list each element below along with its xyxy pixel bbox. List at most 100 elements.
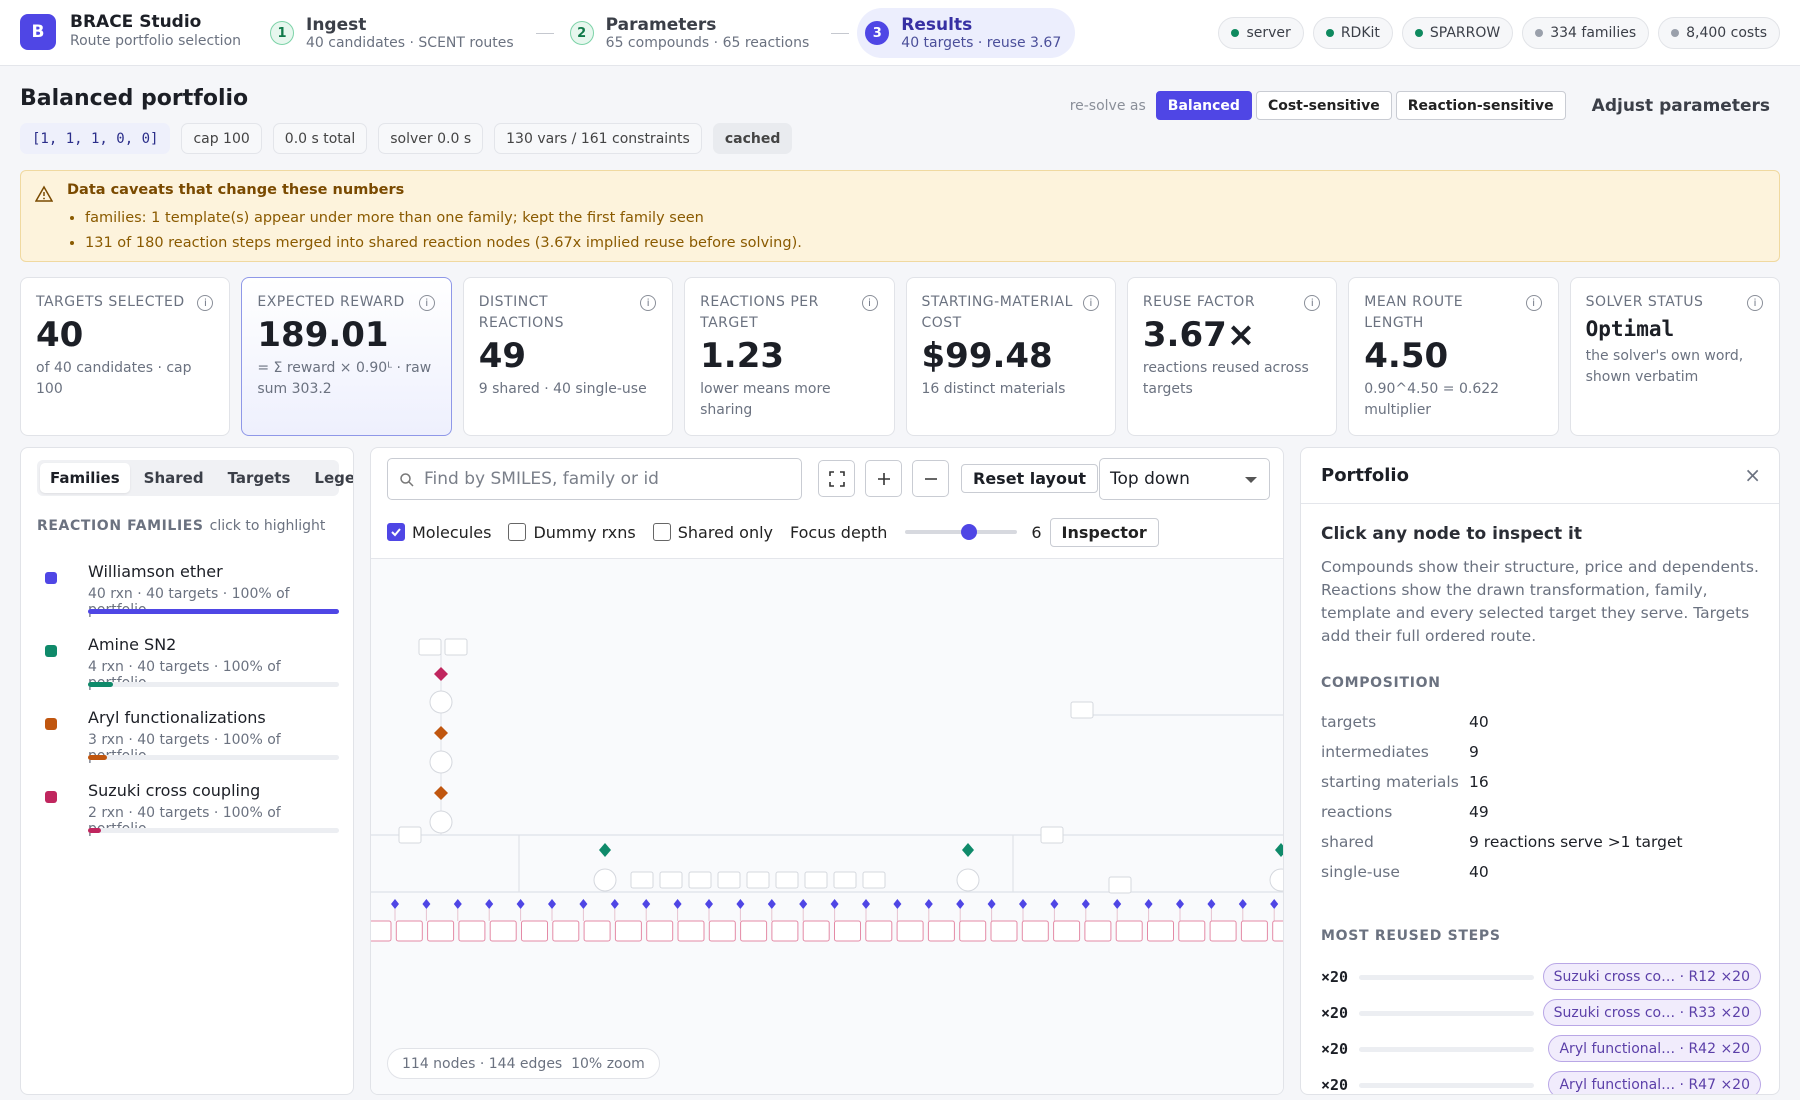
reaction-node — [1275, 843, 1283, 857]
step-title: Ingest — [306, 15, 367, 35]
family-bar — [88, 682, 114, 687]
step[interactable]: 2 Parameters 65 compounds · 65 reactions — [562, 8, 824, 58]
metric-label: STARTING-MATERIAL COST — [921, 294, 1073, 331]
depth-slider[interactable] — [905, 524, 1018, 540]
filter-label: Shared only — [677, 522, 773, 542]
layout-select[interactable]: Top down — [1099, 458, 1270, 500]
zoom-out-button[interactable] — [912, 460, 949, 497]
reused-step[interactable]: ×20 Aryl functional… · R42 ×20 — [1321, 1035, 1761, 1063]
mode-button[interactable]: Reaction-sensitive — [1395, 91, 1566, 120]
reused-step[interactable]: ×20 Suzuki cross co… · R12 ×20 — [1321, 963, 1761, 991]
target-node — [1209, 920, 1237, 942]
molecule-node — [688, 871, 712, 889]
composition-value: 40 — [1469, 713, 1489, 731]
status-chip: 334 families — [1522, 17, 1650, 49]
search-box[interactable]: Find by SMILES, family or id — [387, 458, 802, 500]
adjust-button[interactable]: Adjust parameters — [1591, 95, 1770, 116]
molecule-node — [398, 826, 422, 844]
metric-note: the solver's own word, shown verbatim — [1585, 348, 1744, 385]
metric-card: SOLVER STATUS i Optimal the solver's own wo… — [1569, 277, 1780, 436]
caveat-list: families: 1 template(s) appear under mor… — [67, 206, 802, 256]
molecule-node — [1269, 868, 1283, 892]
metric-card: REACTIONS PER TARGET i 1.23 lower means mor… — [684, 277, 895, 436]
target-node — [458, 920, 486, 942]
reaction-node — [391, 899, 399, 909]
metric-label: MEAN ROUTE LENGTH — [1364, 294, 1464, 331]
reaction-node — [548, 899, 556, 909]
param-chip: 130 vars / 161 constraints — [494, 123, 702, 154]
family-bar — [88, 609, 339, 614]
step[interactable]: 3 Results 40 targets · reuse 3.67 — [857, 8, 1076, 58]
composition-key: single-use — [1321, 863, 1400, 881]
target-node — [614, 920, 642, 942]
target-node — [896, 920, 924, 942]
target-node — [1053, 920, 1081, 942]
inspector-panel: Portfolio × Click any node to inspect it… — [1300, 447, 1780, 1095]
tab[interactable]: Targets — [227, 469, 291, 487]
status-dot — [1414, 29, 1423, 37]
reaction-node — [579, 899, 588, 909]
reaction-node — [1081, 899, 1090, 909]
param-chip: cap 100 — [181, 123, 262, 154]
family-row[interactable]: Williamson ether 40 rxn · 40 targets · 10… — [37, 559, 339, 629]
mode-button[interactable]: Cost-sensitive — [1255, 91, 1392, 120]
caveat-item: 131 of 180 reaction steps merged into sh… — [85, 231, 802, 256]
step[interactable]: 1 Ingest 40 candidates · SCENT routes — [262, 8, 528, 58]
metric-card: EXPECTED REWARD i 189.01 = Σ reward × 0.90ᴸ… — [241, 277, 452, 436]
graph-panel: Find by SMILES, family or id Reset layou… — [370, 447, 1284, 1095]
graph-canvas[interactable] — [371, 558, 1283, 1094]
family-swatch — [45, 791, 57, 803]
step-subtitle: 40 targets · reuse 3.67 — [901, 35, 1062, 51]
status-chip: 8,400 costs — [1658, 17, 1780, 49]
reaction-node — [705, 899, 713, 909]
filter-checkbox[interactable]: Dummy rxns — [508, 523, 636, 542]
step-text: Parameters 65 compounds · 65 reactions — [606, 15, 810, 51]
steps: 1 Ingest 40 candidates · SCENT routes 2 Para… — [262, 6, 1076, 60]
reaction-node — [673, 899, 682, 909]
tab[interactable]: Families — [40, 463, 130, 493]
filter-checkbox[interactable]: Shared only — [652, 522, 773, 542]
section-hint: click to highlight — [209, 518, 326, 534]
status-dot — [1231, 29, 1240, 37]
reaction-node — [453, 899, 462, 909]
reaction-node — [485, 899, 494, 909]
reaction-node — [434, 667, 448, 681]
filter-checkbox[interactable]: Molecules — [387, 523, 491, 542]
family-row[interactable]: Suzuki cross coupling 2 rxn · 40 targets … — [37, 778, 339, 848]
molecule-node — [862, 871, 886, 889]
target-node — [1178, 920, 1206, 942]
plus-icon — [877, 472, 890, 485]
reaction-node — [862, 899, 870, 909]
tab[interactable]: Shared — [143, 469, 204, 487]
reused-step[interactable]: ×20 Aryl functional… · R47 ×20 — [1321, 1071, 1761, 1094]
family-row[interactable]: Aryl functionalizations 3 rxn · 40 target… — [37, 705, 339, 775]
fit-button[interactable] — [818, 460, 855, 497]
mode-button[interactable]: Balanced — [1155, 91, 1252, 120]
search-icon — [400, 473, 414, 487]
close-button[interactable]: × — [1744, 463, 1761, 487]
reused-label: MOST REUSED STEPS — [1321, 928, 1501, 944]
composition-key: intermediates — [1321, 743, 1429, 761]
tab[interactable]: Legend — [314, 469, 353, 487]
target-node — [865, 920, 893, 942]
graph-stats: 114 nodes · 144 edges 10% zoom — [387, 1048, 660, 1079]
composition-key: shared — [1321, 833, 1374, 851]
reaction-node — [642, 899, 651, 909]
target-node — [489, 920, 517, 942]
family-bar-track — [88, 828, 339, 833]
check — [391, 528, 401, 537]
target-node — [583, 920, 611, 942]
focus-label: Focus depth — [790, 522, 888, 542]
zoom-in-button[interactable] — [865, 460, 902, 497]
reaction-node — [956, 899, 965, 909]
param-chip: solver 0.0 s — [378, 123, 484, 154]
reuse-pill: Aryl functional… · R47 ×20 — [1548, 1071, 1761, 1094]
reset-layout-button[interactable]: Reset layout — [961, 464, 1099, 493]
inspector-button[interactable]: Inspector — [1049, 517, 1159, 547]
molecule-node — [429, 810, 453, 834]
molecule-node — [833, 871, 857, 889]
reused-step[interactable]: ×20 Suzuki cross co… · R33 ×20 — [1321, 999, 1761, 1027]
families-panel: Families Shared Targets Legend REACTION FAM… — [20, 447, 354, 1095]
